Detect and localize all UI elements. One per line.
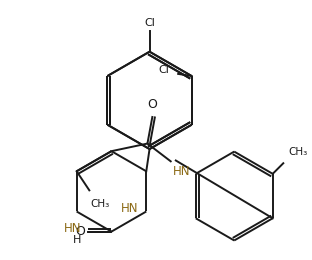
Text: H: H: [72, 235, 81, 245]
Text: CH₃: CH₃: [90, 199, 110, 209]
Text: O: O: [148, 98, 158, 111]
Text: Cl: Cl: [159, 65, 170, 75]
Text: HN: HN: [173, 165, 191, 178]
Text: HN: HN: [64, 222, 81, 235]
Text: Cl: Cl: [144, 18, 155, 28]
Text: O: O: [76, 225, 85, 238]
Text: HN: HN: [121, 202, 139, 214]
Text: CH₃: CH₃: [288, 147, 308, 157]
